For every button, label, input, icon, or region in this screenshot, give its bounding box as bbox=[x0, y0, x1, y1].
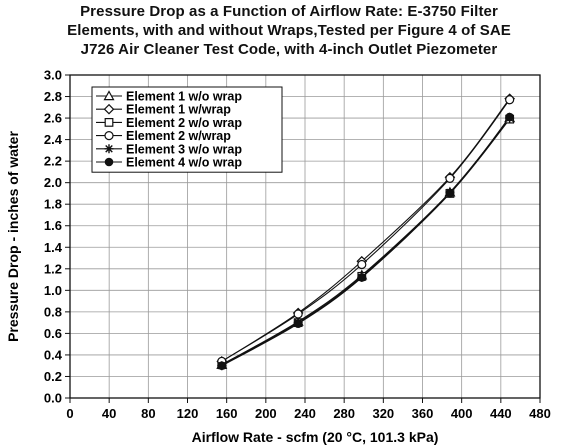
series-markers bbox=[216, 93, 516, 371]
y-tick-label: 1.0 bbox=[44, 283, 62, 298]
x-tick-label: 0 bbox=[66, 406, 73, 421]
data-point-circle bbox=[445, 173, 455, 183]
legend-entry-label: Element 1 w/wrap bbox=[126, 103, 231, 117]
axis-ticks: 0.0 0.2 0.4 0.6 0.8 1.0 1.2 1.4 1.6 1.8 2.0 2.2 2.4 2… bbox=[44, 68, 551, 422]
x-tick-label: 440 bbox=[490, 406, 512, 421]
y-tick-label: 2.2 bbox=[44, 154, 62, 169]
y-tick-label: 1.2 bbox=[44, 261, 62, 276]
legend-box bbox=[91, 86, 283, 173]
y-tick-label: 1.8 bbox=[44, 197, 62, 212]
y-tick-label: 3.0 bbox=[44, 68, 62, 83]
x-tick-label: 120 bbox=[177, 406, 199, 421]
legend-entry-label: Element 3 w/o wrap bbox=[126, 142, 242, 156]
y-tick-label: 2.8 bbox=[44, 89, 62, 104]
data-point-dot bbox=[505, 112, 514, 122]
data-point-dot bbox=[445, 189, 455, 198]
x-tick-label: 280 bbox=[333, 406, 355, 421]
legend-entry-label: Element 2 w/wrap bbox=[126, 129, 231, 143]
data-point-dot bbox=[357, 273, 367, 282]
y-tick-label: 0.8 bbox=[44, 304, 62, 319]
y-tick-label: 0.0 bbox=[44, 391, 62, 406]
y-tick-label: 2.4 bbox=[44, 132, 63, 147]
x-tick-label: 320 bbox=[372, 406, 394, 421]
legend-entry-label: Element 1 w/o wrap bbox=[126, 90, 242, 104]
data-point-circle bbox=[505, 95, 515, 105]
legend-marker-dot bbox=[104, 157, 114, 167]
legend-marker-square bbox=[104, 117, 114, 127]
y-tick-label: 1.4 bbox=[44, 240, 63, 255]
legend-marker-triangle bbox=[103, 90, 115, 101]
data-point-dot bbox=[293, 319, 303, 329]
legend-marker-star bbox=[104, 144, 114, 154]
data-point-dot bbox=[217, 361, 227, 371]
data-point-circle bbox=[293, 309, 303, 319]
y-tick-label: 0.6 bbox=[44, 326, 62, 341]
y-axis-label: Pressure Drop - inches of water bbox=[5, 131, 21, 342]
legend-entry-label: Element 2 w/o wrap bbox=[126, 116, 242, 130]
x-tick-label: 480 bbox=[529, 406, 551, 421]
chart-title: Pressure Drop as a Function of Airflow R… bbox=[0, 2, 578, 59]
y-tick-label: 1.6 bbox=[44, 218, 62, 233]
data-point-circle bbox=[357, 259, 367, 270]
chart-title-line-1: Pressure Drop as a Function of Airflow R… bbox=[80, 3, 498, 20]
x-tick-label: 360 bbox=[412, 406, 434, 421]
x-tick-label: 240 bbox=[294, 406, 316, 421]
x-tick-label: 200 bbox=[255, 406, 277, 421]
chart-title-line-3: J726 Air Cleaner Test Code, with 4-inch … bbox=[80, 41, 498, 58]
x-tick-label: 160 bbox=[216, 406, 238, 421]
x-tick-label: 80 bbox=[141, 406, 155, 421]
chart-title-line-2: Elements, with and without Wraps,Tested … bbox=[67, 22, 511, 39]
x-tick-label: 400 bbox=[451, 406, 473, 421]
x-axis-label: Airflow Rate - scfm (20 °C, 101.3 kPa) bbox=[192, 429, 439, 445]
y-tick-label: 2.0 bbox=[44, 175, 62, 190]
legend-marker-circle bbox=[104, 131, 114, 141]
y-tick-label: 2.6 bbox=[44, 111, 62, 126]
y-tick-label: 0.4 bbox=[44, 347, 63, 362]
legend-marker-diamond bbox=[103, 103, 115, 115]
x-tick-label: 40 bbox=[102, 406, 116, 421]
y-tick-label: 0.2 bbox=[44, 369, 62, 384]
legend-entry-label: Element 4 w/o wrap bbox=[126, 156, 242, 170]
